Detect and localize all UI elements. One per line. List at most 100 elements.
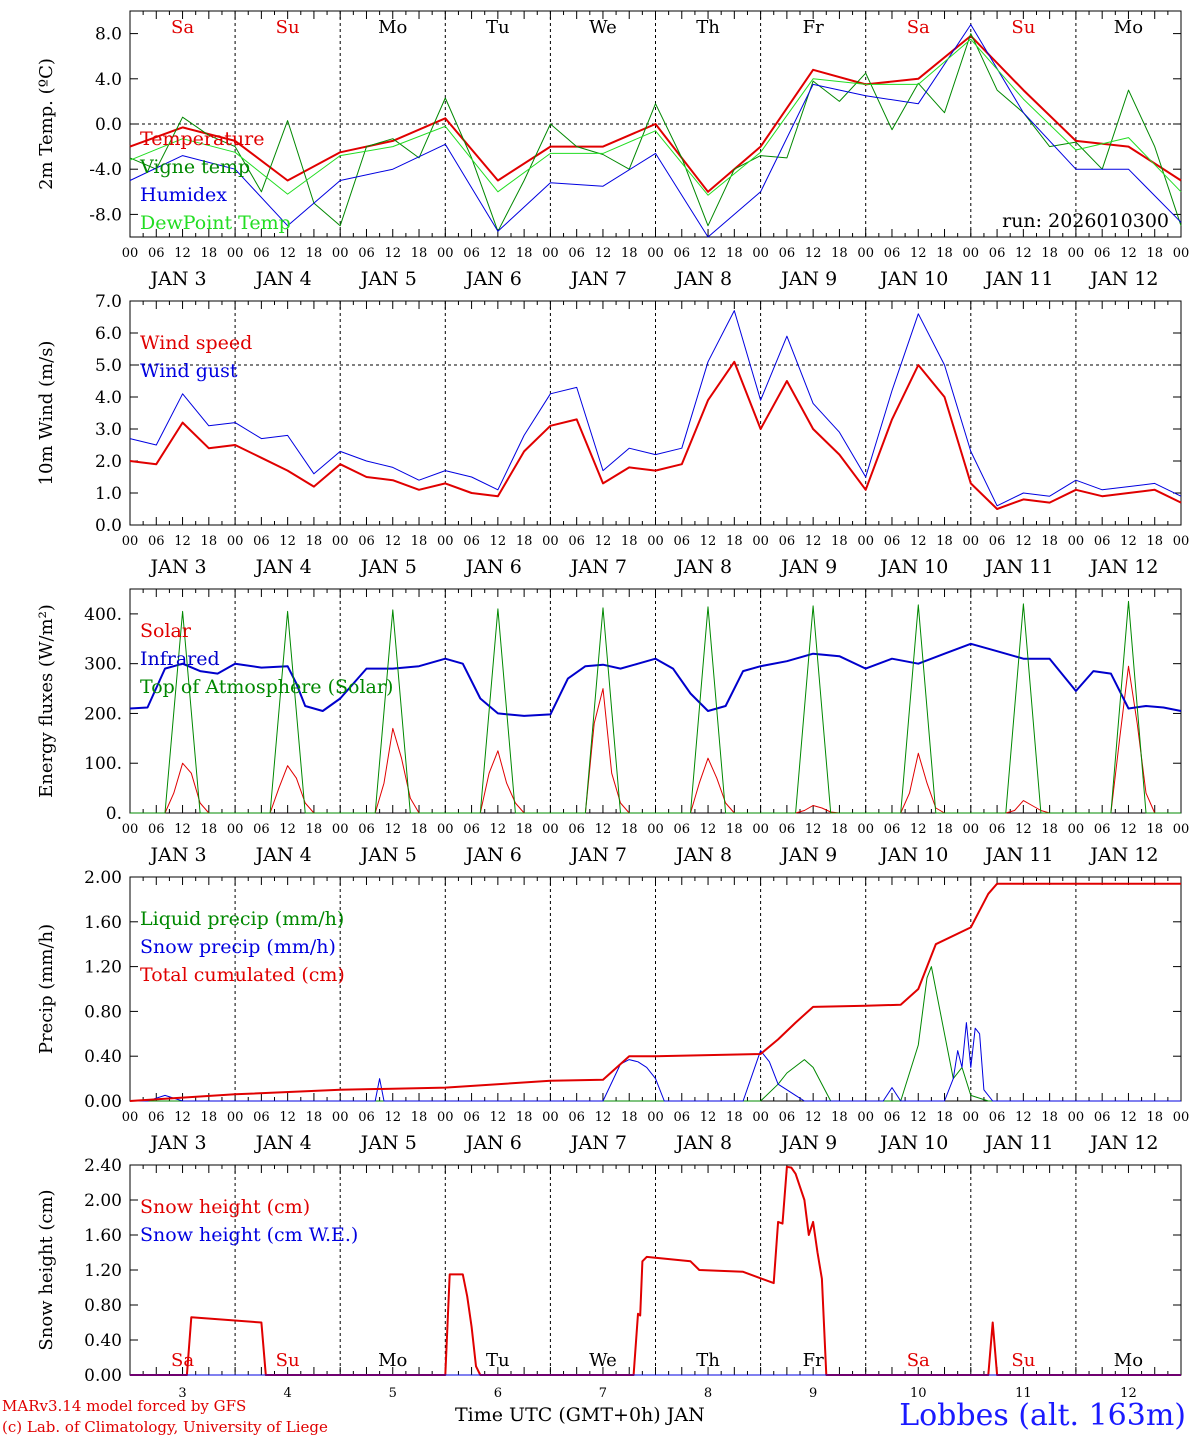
legend-entry: Vigne temp	[139, 156, 250, 178]
hour-tick-label: 12	[1120, 1110, 1137, 1125]
hour-tick-label: 06	[779, 246, 796, 261]
weekday-label: We	[589, 17, 617, 38]
hour-tick-label: 00	[647, 1110, 664, 1125]
y-axis-title: Snow height (cm)	[36, 1189, 57, 1350]
time-axis-label: Time UTC (GMT+0h) JAN	[455, 1404, 705, 1426]
day-title: JAN 3	[149, 844, 207, 866]
hour-tick-label: 06	[1094, 534, 1111, 549]
day-number-label: 7	[599, 1386, 607, 1401]
hour-tick-label: 18	[516, 1110, 533, 1125]
hour-tick-label: 00	[437, 822, 454, 837]
hour-tick-label: 12	[490, 534, 507, 549]
hour-tick-label: 18	[621, 1110, 638, 1125]
hour-tick-label: 06	[568, 534, 585, 549]
y-tick-label: 2.40	[84, 1156, 122, 1176]
hour-tick-label: 06	[253, 1110, 270, 1125]
bottom-weekday-label: Su	[276, 1350, 300, 1371]
hour-tick-label: 00	[857, 534, 874, 549]
hour-tick-label: 00	[332, 1110, 349, 1125]
y-tick-label: -4.0	[89, 160, 122, 180]
hour-tick-label: 06	[779, 1110, 796, 1125]
hour-tick-label: 06	[884, 534, 901, 549]
hour-tick-label: 06	[148, 534, 165, 549]
hour-tick-label: 12	[174, 534, 191, 549]
weekday-label: Mo	[1114, 17, 1143, 38]
day-number-label: 10	[910, 1386, 927, 1401]
weekday-label: Sa	[171, 17, 194, 38]
hour-tick-label: 06	[568, 1110, 585, 1125]
hour-tick-label: 12	[910, 1110, 927, 1125]
y-axis-title: Precip (mm/h)	[36, 924, 57, 1054]
series-line-liquid-precip-mm-h-	[130, 966, 1181, 1102]
hour-tick-label: 00	[227, 534, 244, 549]
hour-tick-label: 18	[411, 822, 428, 837]
legend-entry: Wind gust	[140, 360, 238, 382]
hour-tick-label: 18	[621, 246, 638, 261]
hour-tick-label: 00	[542, 534, 559, 549]
legend-entry: Snow precip (mm/h)	[140, 936, 336, 958]
panel-5	[129, 1164, 1182, 1376]
legend-entry: Temperature	[140, 128, 264, 150]
day-number-label: 12	[1120, 1386, 1137, 1401]
day-title: JAN 11	[983, 268, 1053, 290]
hour-tick-label: 00	[752, 534, 769, 549]
hour-tick-label: 12	[490, 246, 507, 261]
hour-tick-label: 18	[1146, 534, 1163, 549]
hour-tick-label: 00	[963, 1110, 980, 1125]
y-axis-title: Energy fluxes (W/m²)	[36, 604, 57, 798]
hour-tick-label: 00	[1173, 534, 1190, 549]
day-title: JAN 12	[1088, 556, 1158, 578]
day-title: JAN 7	[569, 844, 627, 866]
bottom-weekday-label: We	[589, 1350, 617, 1371]
weekday-label: Fr	[803, 17, 824, 38]
hour-tick-label: 00	[1068, 246, 1085, 261]
series-line-wind-speed	[129, 360, 1182, 510]
hour-tick-label: 06	[674, 534, 691, 549]
day-title: JAN 10	[878, 844, 948, 866]
bottom-weekday-label: Fr	[803, 1350, 824, 1371]
day-number-label: 9	[809, 1386, 817, 1401]
hour-tick-label: 12	[279, 534, 296, 549]
day-title: JAN 10	[878, 556, 948, 578]
model-credit: MARv3.14 model forced by GFS	[2, 1397, 247, 1415]
hour-tick-label: 06	[358, 246, 375, 261]
hour-tick-label: 00	[437, 534, 454, 549]
hour-tick-label: 12	[700, 246, 717, 261]
y-tick-label: 5.0	[95, 356, 122, 376]
hour-tick-label: 12	[595, 246, 612, 261]
hour-tick-label: 06	[779, 822, 796, 837]
hour-tick-label: 12	[1015, 246, 1032, 261]
bottom-weekday-label: Sa	[907, 1350, 930, 1371]
bottom-weekday-label: Mo	[1114, 1350, 1143, 1371]
day-title: JAN 9	[779, 844, 837, 866]
hour-tick-label: 06	[884, 246, 901, 261]
hour-tick-label: 00	[1068, 534, 1085, 549]
hour-tick-label: 06	[568, 246, 585, 261]
hour-tick-label: 18	[516, 822, 533, 837]
hour-tick-label: 12	[1015, 822, 1032, 837]
day-title: JAN 8	[674, 268, 732, 290]
hour-tick-label: 06	[1094, 822, 1111, 837]
hour-tick-label: 12	[174, 822, 191, 837]
day-title: JAN 4	[254, 268, 312, 290]
weekday-label: Su	[1011, 17, 1035, 38]
hour-tick-label: 18	[201, 822, 218, 837]
panel-2	[129, 300, 1182, 526]
legend-entry: Total cumulated (cm)	[140, 964, 345, 986]
hour-tick-label: 12	[174, 1110, 191, 1125]
day-title: JAN 3	[149, 268, 207, 290]
hour-tick-label: 12	[174, 246, 191, 261]
hour-tick-label: 06	[463, 822, 480, 837]
day-title: JAN 6	[464, 844, 522, 866]
hour-tick-label: 18	[411, 534, 428, 549]
day-title: JAN 3	[149, 1132, 207, 1154]
day-title: JAN 10	[878, 1132, 948, 1154]
bottom-weekday-label: Sa	[171, 1350, 194, 1371]
hour-tick-label: 18	[1041, 246, 1058, 261]
hour-tick-label: 12	[279, 822, 296, 837]
hour-tick-label: 12	[595, 534, 612, 549]
day-number-label: 4	[284, 1386, 292, 1401]
y-tick-label: 6.0	[95, 324, 122, 344]
day-title: JAN 5	[359, 844, 417, 866]
